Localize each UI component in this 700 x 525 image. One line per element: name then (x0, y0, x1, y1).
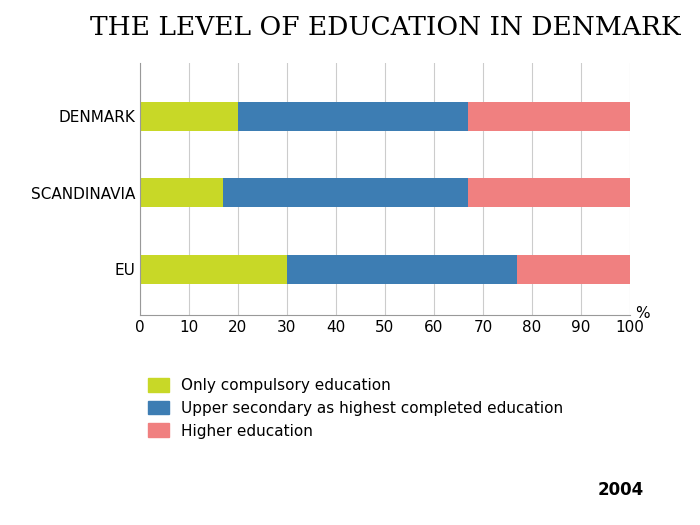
Title: THE LEVEL OF EDUCATION IN DENMARK: THE LEVEL OF EDUCATION IN DENMARK (90, 15, 680, 40)
Bar (517, 255, 630, 284)
Bar (223, 178, 468, 207)
Bar (287, 255, 517, 284)
Bar (468, 102, 630, 131)
Bar (468, 178, 630, 207)
Bar (140, 255, 287, 284)
Text: %: % (635, 306, 650, 321)
Bar (140, 178, 223, 207)
Text: 2004: 2004 (598, 481, 644, 499)
Legend: Only compulsory education, Upper secondary as highest completed education, Highe: Only compulsory education, Upper seconda… (148, 378, 564, 438)
Bar (140, 102, 238, 131)
Bar (238, 102, 468, 131)
